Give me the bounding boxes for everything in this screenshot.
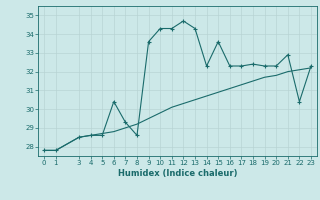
X-axis label: Humidex (Indice chaleur): Humidex (Indice chaleur) <box>118 169 237 178</box>
